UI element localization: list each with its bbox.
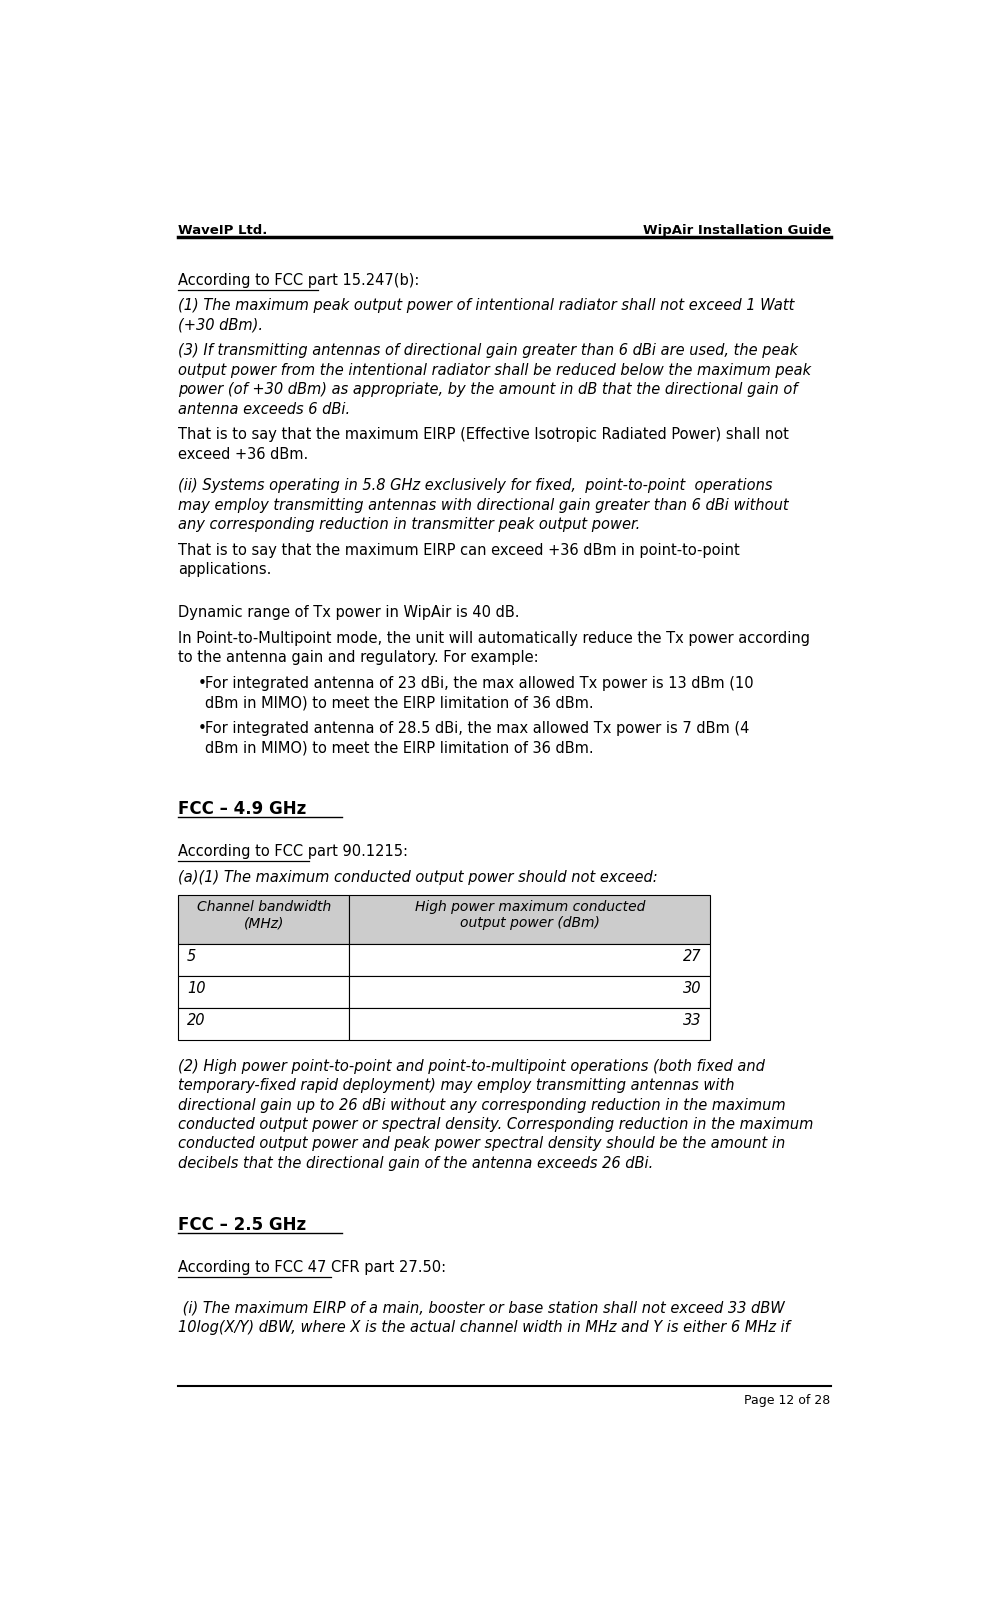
- Text: According to FCC part 15.247(b):: According to FCC part 15.247(b):: [178, 273, 419, 287]
- Text: (1) The maximum peak output power of intentional radiator shall not exceed 1 Wat: (1) The maximum peak output power of int…: [178, 299, 794, 313]
- Text: (a)(1) The maximum conducted output power should not exceed:: (a)(1) The maximum conducted output powe…: [178, 870, 657, 885]
- Text: According to FCC 47 CFR part 27.50:: According to FCC 47 CFR part 27.50:: [178, 1260, 446, 1274]
- Text: WaveIP Ltd.: WaveIP Ltd.: [178, 224, 268, 238]
- Text: exceed +36 dBm.: exceed +36 dBm.: [178, 447, 308, 462]
- Text: 10: 10: [187, 981, 206, 997]
- Text: antenna exceeds 6 dBi.: antenna exceeds 6 dBi.: [178, 402, 350, 417]
- Text: 30: 30: [683, 981, 701, 997]
- Text: FCC – 4.9 GHz: FCC – 4.9 GHz: [178, 800, 306, 818]
- Text: For integrated antenna of 28.5 dBi, the max allowed Tx power is 7 dBm (4: For integrated antenna of 28.5 dBi, the …: [206, 720, 750, 736]
- Text: conducted output power or spectral density. Corresponding reduction in the maxim: conducted output power or spectral densi…: [178, 1116, 814, 1132]
- Bar: [349, 944, 710, 976]
- Text: According to FCC part 90.1215:: According to FCC part 90.1215:: [178, 843, 408, 859]
- Text: Page 12 of 28: Page 12 of 28: [745, 1394, 830, 1407]
- Text: Channel bandwidth
(MHz): Channel bandwidth (MHz): [197, 901, 331, 931]
- Text: (2) High power point-to-point and point-to-multipoint operations (both fixed and: (2) High power point-to-point and point-…: [178, 1059, 765, 1073]
- Text: 10log(X/Y) dBW, where X is the actual channel width in MHz and Y is either 6 MHz: 10log(X/Y) dBW, where X is the actual ch…: [178, 1319, 790, 1335]
- Text: 20: 20: [187, 1012, 206, 1028]
- Text: directional gain up to 26 dBi without any corresponding reduction in the maximum: directional gain up to 26 dBi without an…: [178, 1097, 785, 1113]
- Text: dBm in MIMO) to meet the EIRP limitation of 36 dBm.: dBm in MIMO) to meet the EIRP limitation…: [206, 739, 594, 755]
- Text: 33: 33: [683, 1012, 701, 1028]
- Text: decibels that the directional gain of the antenna exceeds 26 dBi.: decibels that the directional gain of th…: [178, 1156, 653, 1171]
- Text: High power maximum conducted
output power (dBm): High power maximum conducted output powe…: [414, 901, 646, 931]
- Text: output power from the intentional radiator shall be reduced below the maximum pe: output power from the intentional radiat…: [178, 363, 811, 378]
- Bar: [349, 976, 710, 1008]
- Text: WipAir Installation Guide: WipAir Installation Guide: [643, 224, 830, 238]
- Text: Dynamic range of Tx power in WipAir is 40 dB.: Dynamic range of Tx power in WipAir is 4…: [178, 605, 520, 620]
- Text: •: •: [198, 676, 207, 690]
- Bar: [178, 944, 349, 976]
- Bar: [349, 896, 710, 944]
- Text: conducted output power and peak power spectral density should be the amount in: conducted output power and peak power sp…: [178, 1137, 785, 1151]
- Text: FCC – 2.5 GHz: FCC – 2.5 GHz: [178, 1215, 306, 1234]
- Text: In Point-to-Multipoint mode, the unit will automatically reduce the Tx power acc: In Point-to-Multipoint mode, the unit wi…: [178, 631, 810, 645]
- Text: power (of +30 dBm) as appropriate, by the amount in dB that the directional gain: power (of +30 dBm) as appropriate, by th…: [178, 382, 797, 398]
- Text: (+30 dBm).: (+30 dBm).: [178, 318, 263, 332]
- Text: (i) The maximum EIRP of a main, booster or base station shall not exceed 33 dBW: (i) The maximum EIRP of a main, booster …: [178, 1300, 784, 1314]
- Text: That is to say that the maximum EIRP can exceed +36 dBm in point-to-point: That is to say that the maximum EIRP can…: [178, 543, 740, 557]
- Text: That is to say that the maximum EIRP (Effective Isotropic Radiated Power) shall : That is to say that the maximum EIRP (Ef…: [178, 428, 789, 442]
- Text: to the antenna gain and regulatory. For example:: to the antenna gain and regulatory. For …: [178, 650, 538, 664]
- Text: •: •: [198, 720, 207, 736]
- Text: any corresponding reduction in transmitter peak output power.: any corresponding reduction in transmitt…: [178, 517, 641, 532]
- Text: temporary-fixed rapid deployment) may employ transmitting antennas with: temporary-fixed rapid deployment) may em…: [178, 1078, 734, 1092]
- Bar: [178, 1008, 349, 1040]
- Text: applications.: applications.: [178, 562, 272, 577]
- Text: (3) If transmitting antennas of directional gain greater than 6 dBi are used, th: (3) If transmitting antennas of directio…: [178, 343, 798, 358]
- Text: (ii) Systems operating in 5.8 GHz exclusively for fixed,  point-to-point  operat: (ii) Systems operating in 5.8 GHz exclus…: [178, 479, 772, 493]
- Text: dBm in MIMO) to meet the EIRP limitation of 36 dBm.: dBm in MIMO) to meet the EIRP limitation…: [206, 695, 594, 711]
- Bar: [178, 976, 349, 1008]
- Text: 5: 5: [187, 949, 197, 965]
- Text: may employ transmitting antennas with directional gain greater than 6 dBi withou: may employ transmitting antennas with di…: [178, 498, 788, 513]
- Bar: [349, 1008, 710, 1040]
- Bar: [178, 896, 349, 944]
- Text: 27: 27: [683, 949, 701, 965]
- Text: For integrated antenna of 23 dBi, the max allowed Tx power is 13 dBm (10: For integrated antenna of 23 dBi, the ma…: [206, 676, 754, 690]
